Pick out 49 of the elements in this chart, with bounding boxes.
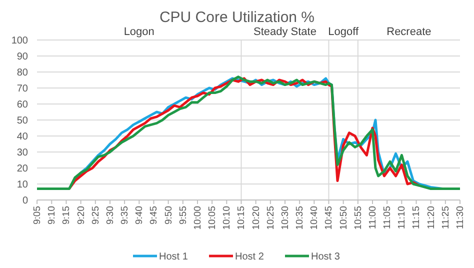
y-tick-label: 0 [22, 196, 28, 206]
x-tick-label: 11:10 [396, 206, 408, 230]
x-tick-label: 9:35 [120, 206, 131, 224]
y-tick-label: 100 [11, 36, 28, 46]
text: Logon [124, 26, 154, 38]
x-tick-label: 9:45 [148, 206, 160, 224]
x-tick-label: 9:40 [134, 206, 146, 224]
text: Recreate [386, 26, 432, 38]
x-tick-label: 9:55 [178, 206, 189, 224]
x-tick-label: 11:20 [426, 206, 437, 230]
text: Steady State [253, 26, 316, 38]
x-tick-label: 10:30 [280, 206, 291, 230]
x-tick-label: 11:15 [411, 206, 422, 230]
legend-label: Host 1 [159, 252, 188, 262]
y-tick-label: 60 [16, 100, 28, 110]
x-tick-label: 9:50 [163, 206, 174, 224]
x-tick-label: 10:55 [352, 206, 364, 230]
y-tick-label: 20 [16, 164, 28, 174]
x-tick-label: 11:25 [440, 206, 452, 230]
x-tick-label: 10:35 [294, 206, 306, 230]
x-tick-label: 9:15 [61, 206, 72, 224]
x-tick-label: 10:50 [338, 206, 350, 230]
x-tick-label: 9:05 [32, 206, 44, 224]
chart-title: CPU Core Utilization % [159, 9, 315, 26]
text: Logoff [328, 26, 360, 38]
x-tick-label: 10:40 [309, 206, 320, 230]
x-tick-label: 11:00 [367, 206, 378, 230]
y-tick-label: 10 [16, 180, 28, 190]
y-tick-label: 30 [16, 148, 28, 158]
x-tick-label: 10:05 [207, 206, 218, 230]
x-tick-label: 10:10 [222, 206, 233, 230]
y-tick-label: 80 [16, 68, 28, 78]
y-tick-label: 50 [16, 116, 28, 126]
x-tick-label: 10:20 [250, 206, 262, 230]
x-tick-label: 9:10 [46, 206, 58, 224]
x-tick-label: 9:30 [104, 206, 116, 224]
y-tick-label: 70 [16, 84, 28, 94]
y-tick-label: 40 [16, 132, 28, 142]
x-tick-label: 10:00 [192, 206, 204, 230]
x-tick-label: 9:25 [90, 206, 102, 224]
x-tick-label: 10:45 [324, 206, 335, 230]
x-tick-label: 11:30 [455, 206, 466, 230]
x-tick-label: 11:05 [382, 206, 394, 230]
x-tick-label: 9:20 [76, 206, 87, 224]
legend-label: Host 3 [311, 252, 340, 262]
x-tick-label: 10:15 [236, 206, 248, 230]
legend-label: Host 2 [235, 252, 264, 262]
y-tick-label: 90 [16, 52, 28, 62]
x-tick-label: 10:25 [265, 206, 276, 230]
